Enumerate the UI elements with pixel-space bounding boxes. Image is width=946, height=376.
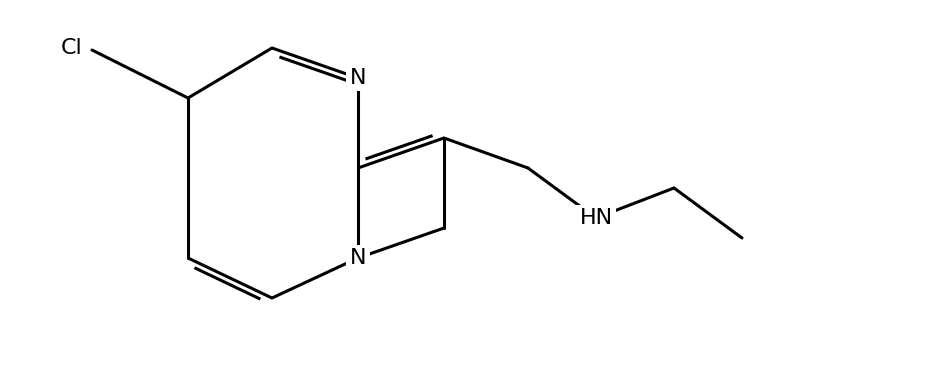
Text: HN: HN: [580, 208, 613, 228]
Text: Cl: Cl: [61, 38, 83, 58]
Text: N: N: [350, 248, 366, 268]
Text: N: N: [350, 68, 366, 88]
